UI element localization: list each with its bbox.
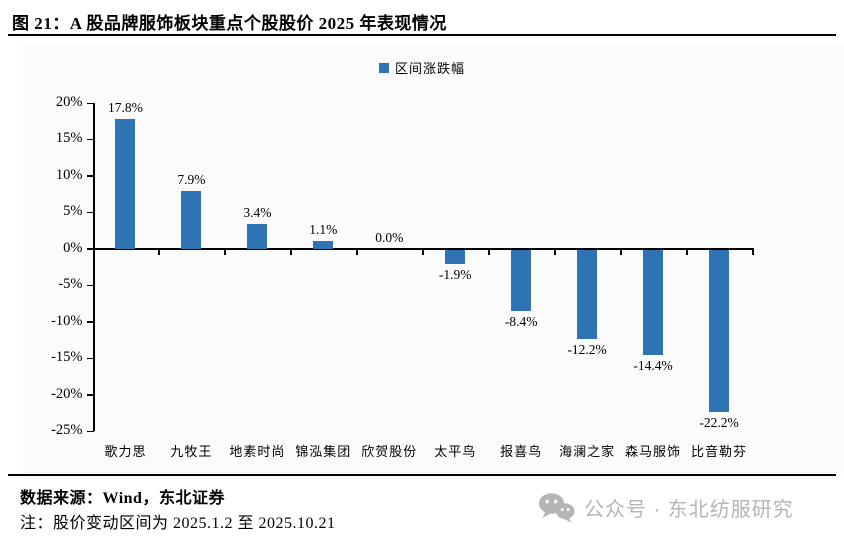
y-axis-tick	[86, 284, 94, 287]
x-axis-tick	[488, 249, 490, 255]
bar	[313, 240, 334, 249]
title-divider	[8, 34, 836, 36]
y-axis-tick-label: 10%	[55, 166, 83, 183]
bar	[115, 119, 136, 249]
x-axis-tick	[422, 249, 424, 255]
chart-background	[23, 43, 844, 473]
x-axis-tick	[554, 249, 556, 255]
y-axis-line	[92, 103, 95, 431]
y-axis-tick-label: -15%	[51, 349, 83, 366]
y-axis-tick-label: 15%	[55, 130, 83, 147]
wechat-icon	[539, 493, 575, 523]
category-label: 森马服饰	[625, 444, 682, 459]
y-axis-tick-label: 5%	[63, 203, 83, 220]
y-axis-tick-label: 20%	[55, 94, 83, 110]
x-axis-tick	[620, 249, 622, 255]
bar	[643, 249, 664, 355]
y-axis-tick-label: -25%	[51, 422, 83, 438]
bar-value-label: -22.2%	[699, 414, 739, 430]
bar	[247, 223, 268, 249]
y-axis-tick	[86, 175, 94, 177]
x-axis-tick	[158, 249, 160, 255]
category-label: 太平鸟	[434, 444, 477, 459]
bar-value-label: -1.9%	[438, 266, 472, 282]
wechat-account-label: 公众号 · 东北纺服研究	[584, 499, 794, 521]
y-axis-tick	[86, 357, 94, 360]
y-axis-tick	[86, 102, 94, 104]
y-axis-tick	[86, 138, 94, 141]
x-axis-tick	[290, 249, 292, 255]
bar-value-label: -12.2%	[567, 341, 607, 357]
bar-value-label: 7.9%	[177, 172, 206, 188]
y-axis-tick-label: -10%	[51, 312, 83, 329]
category-label: 比音勒芬	[691, 444, 748, 459]
y-axis-tick	[86, 430, 94, 432]
category-label: 九牧王	[170, 444, 213, 459]
y-axis-tick-label: 0%	[63, 239, 83, 256]
bar-value-label: 1.1%	[309, 221, 338, 237]
bar-value-label: 17.8%	[108, 100, 143, 116]
figure-bottom-divider	[8, 474, 836, 476]
bar-value-label: 0.0%	[375, 229, 404, 245]
bar	[445, 249, 466, 264]
bar	[181, 191, 202, 249]
y-axis-tick	[86, 394, 94, 396]
bar-value-label: -8.4%	[504, 314, 538, 329]
date-range-note: 注：股价变动区间为 2025.1.2 至 2025.10.21	[20, 515, 336, 532]
legend-series-label: 区间涨跌幅	[394, 61, 465, 76]
figure-title: 图 21：A 股品牌服饰板块重点个股股价 2025 年表现情况	[12, 14, 447, 33]
y-axis-tick	[86, 248, 94, 250]
y-axis-tick-label: -20%	[51, 385, 83, 402]
x-axis-tick	[356, 249, 358, 255]
category-label: 歌力思	[104, 444, 147, 459]
x-axis-tick	[686, 249, 688, 255]
bar-value-label: 3.4%	[243, 204, 272, 220]
legend-swatch-icon	[378, 62, 389, 73]
data-source-note: 数据来源：Wind，东北证券	[20, 490, 225, 507]
bar	[709, 249, 730, 412]
bar	[577, 249, 598, 339]
chart-legend: 区间涨跌幅	[0, 58, 844, 77]
y-axis-tick	[86, 321, 94, 323]
category-label: 地素时尚	[229, 444, 286, 459]
x-axis-tick	[752, 249, 754, 255]
y-axis-tick-label: -5%	[58, 276, 83, 293]
x-axis-line	[92, 247, 754, 250]
bar	[511, 249, 532, 311]
category-label: 锦泓集团	[295, 444, 352, 459]
y-axis-tick	[86, 211, 94, 214]
category-label: 海澜之家	[559, 444, 616, 459]
wechat-watermark: 公众号 · 东北纺服研究	[538, 492, 794, 523]
category-label: 欣贺股份	[361, 444, 418, 459]
x-axis-tick	[224, 249, 226, 255]
bar-value-label: -14.4%	[633, 357, 673, 373]
category-label: 报喜鸟	[500, 444, 543, 459]
